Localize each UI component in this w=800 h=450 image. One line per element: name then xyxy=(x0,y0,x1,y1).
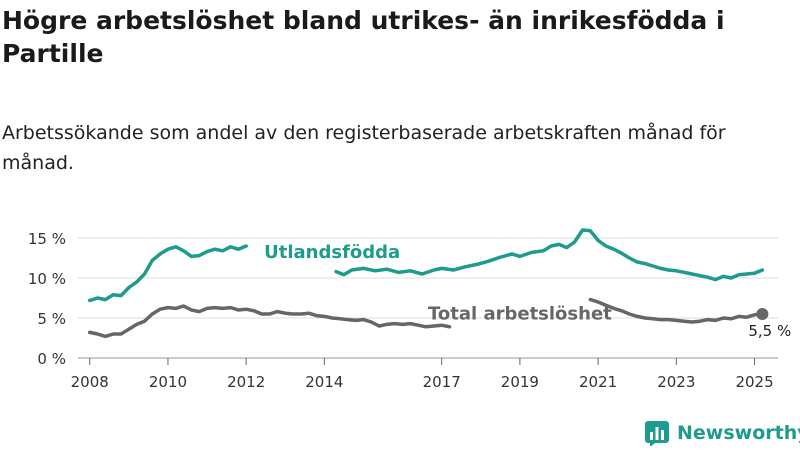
end-value-label: 5,5 % xyxy=(748,322,791,340)
x-tick-label: 2010 xyxy=(149,373,187,391)
y-tick-label: 10 % xyxy=(28,270,66,288)
chart-title: Högre arbetslöshet bland utrikes- än inr… xyxy=(2,6,725,68)
series-line-total-1 xyxy=(588,297,765,324)
brand-name: Newsworthy xyxy=(677,422,800,444)
newsworthy-brand: Newsworthy xyxy=(644,419,800,447)
label-utlandsfodda: Utlandsfödda xyxy=(264,242,400,263)
y-axis: 0 % 5 % 10 % 15 % xyxy=(28,230,66,368)
x-tick-label: 2021 xyxy=(579,373,617,391)
y-tick-label: 15 % xyxy=(28,230,66,248)
newsworthy-logo-icon xyxy=(645,421,669,446)
x-tick-label: 2017 xyxy=(423,373,461,391)
x-axis: 2008 2010 2012 2014 2017 2019 2021 2023 2025 xyxy=(71,358,774,391)
label-total-arbetsloshet: Total arbetslöshet xyxy=(428,304,612,325)
series-layer xyxy=(87,228,769,339)
x-tick-label: 2008 xyxy=(71,373,109,391)
y-tick-label: 0 % xyxy=(37,350,66,368)
series-line-total-0 xyxy=(87,304,452,339)
grid-layer xyxy=(78,237,778,359)
chart-subtitle: Arbetssökande som andel av den registerb… xyxy=(2,122,726,174)
x-tick-label: 2012 xyxy=(227,373,265,391)
x-tick-label: 2025 xyxy=(735,373,773,391)
y-tick-label: 5 % xyxy=(37,310,66,328)
x-tick-label: 2023 xyxy=(657,373,695,391)
x-tick-label: 2014 xyxy=(305,373,343,391)
series-line-utlandsfodda-0 xyxy=(87,244,248,303)
annotation-layer: Utlandsfödda Total arbetslöshet 5,5 % xyxy=(264,242,791,340)
x-tick-label: 2019 xyxy=(501,373,539,391)
end-point-marker xyxy=(756,308,769,320)
series-line-utlandsfodda-1 xyxy=(334,228,765,282)
